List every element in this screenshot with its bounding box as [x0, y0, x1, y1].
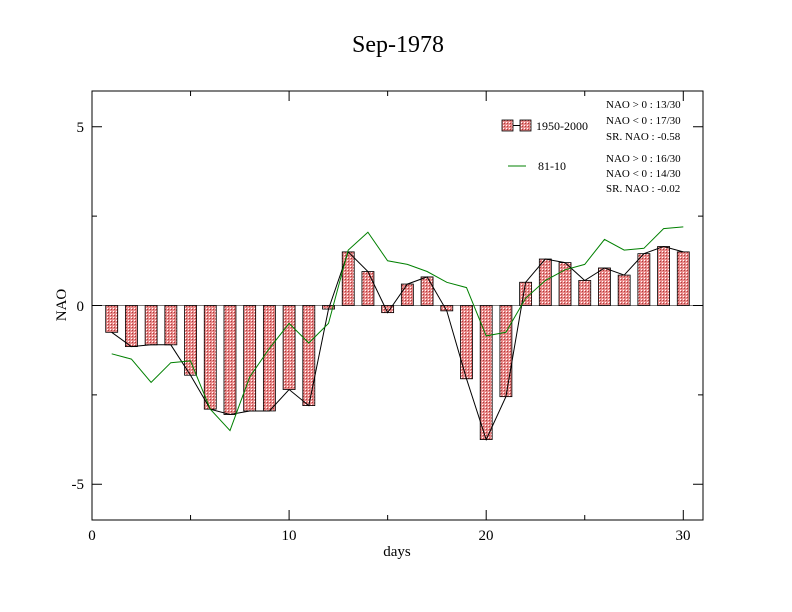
stats-1950-nao-negative: NAO < 0 : 17/30 [606, 115, 681, 127]
bar-day-7 [223, 305, 237, 415]
bar-day-8 [243, 305, 257, 412]
stats-1950-sr-nao: SR. NAO : -0.58 [606, 131, 681, 143]
bar-day-13 [341, 251, 355, 306]
chart-title: Sep-1978 [352, 32, 444, 58]
bar-day-6 [203, 305, 217, 410]
line-81-10 [111, 226, 684, 432]
bar-day-3 [144, 305, 158, 346]
bar-day-4 [164, 305, 178, 346]
bar-day-30 [676, 251, 690, 306]
bar-day-10 [282, 305, 296, 390]
bar-day-29 [657, 246, 670, 306]
bar-day-11 [302, 305, 316, 406]
line-series [111, 226, 684, 441]
stats-1950-nao-positive: NAO > 0 : 13/30 [606, 99, 681, 111]
y-tick-label-neg5: -5 [72, 477, 85, 493]
line-1950-2000 [111, 245, 684, 441]
bar-day-1 [105, 305, 119, 333]
bar-day-16 [400, 283, 414, 306]
bar-day-25 [578, 280, 592, 306]
stats-81-sr-nao: SR. NAO : -0.02 [606, 183, 680, 195]
x-tick-label-10: 10 [282, 528, 297, 544]
bar-day-5 [184, 305, 197, 376]
bar-day-14 [361, 271, 375, 306]
bar-day-27 [617, 274, 631, 306]
legend-swatch-1950-2000-left [501, 119, 514, 132]
bar-day-2 [125, 305, 138, 348]
bar-day-21 [499, 305, 513, 398]
bar-day-23 [538, 258, 552, 306]
bar-day-9 [262, 305, 276, 412]
stats-81-nao-positive: NAO > 0 : 16/30 [606, 153, 681, 165]
bar-series-1950-2000 [105, 246, 690, 440]
x-tick-label-0: 0 [88, 528, 96, 544]
bar-day-17 [420, 276, 434, 306]
bar-day-28 [637, 253, 651, 306]
bar-day-19 [460, 305, 473, 380]
x-axis-label: days [383, 544, 411, 560]
x-tick-label-20: 20 [479, 528, 494, 544]
y-tick-label-0: 0 [77, 299, 85, 315]
legend-label-1950-2000: 1950-2000 [536, 119, 588, 133]
legend-label-81-10: 81-10 [538, 159, 566, 173]
y-axis-label: NAO [54, 289, 70, 322]
legend: 1950-2000 81-10 NAO > 0 : 13/30 NAO < 0 … [501, 99, 681, 195]
bar-day-26 [598, 267, 611, 306]
legend-swatch-1950-2000-right [519, 119, 532, 132]
x-tick-label-30: 30 [676, 528, 691, 544]
y-tick-label-5: 5 [77, 120, 85, 136]
stats-81-nao-negative: NAO < 0 : 14/30 [606, 168, 681, 180]
